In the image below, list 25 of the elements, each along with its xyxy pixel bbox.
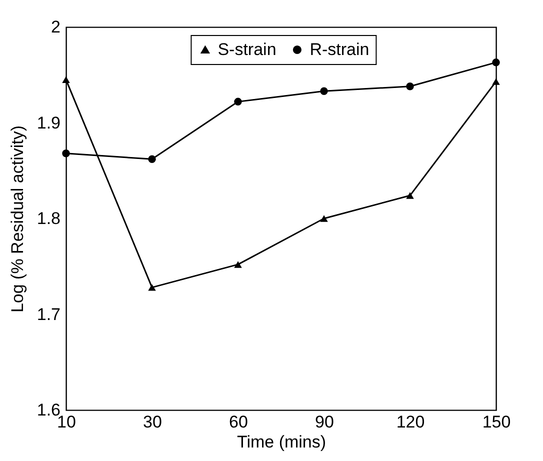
point	[148, 155, 156, 163]
point	[406, 192, 414, 199]
point	[492, 58, 500, 66]
y-axis-title: Log (% Residual activity)	[8, 125, 27, 313]
x-tick-label: 60	[229, 412, 248, 432]
point	[320, 87, 328, 96]
point	[234, 261, 242, 268]
y-tick-label: 1.9	[36, 113, 60, 132]
point	[234, 98, 242, 106]
point	[148, 284, 156, 291]
point	[406, 82, 414, 90]
y-tick-label: 1.8	[36, 209, 60, 228]
point	[62, 76, 70, 84]
legend-label: R-strain	[310, 40, 370, 59]
legend-label: S-strain	[218, 40, 276, 59]
point	[62, 150, 70, 158]
x-tick-label: 150	[482, 412, 511, 432]
point	[492, 78, 500, 85]
x-axis-title: Time (mins)	[236, 432, 326, 452]
x-tick-label: 90	[315, 412, 334, 432]
x-tick-label: 30	[143, 412, 162, 432]
x-tick-label: 120	[396, 412, 425, 432]
y-tick-label: 2	[51, 18, 60, 36]
y-tick-label: 1.7	[36, 304, 60, 324]
point	[320, 215, 328, 222]
